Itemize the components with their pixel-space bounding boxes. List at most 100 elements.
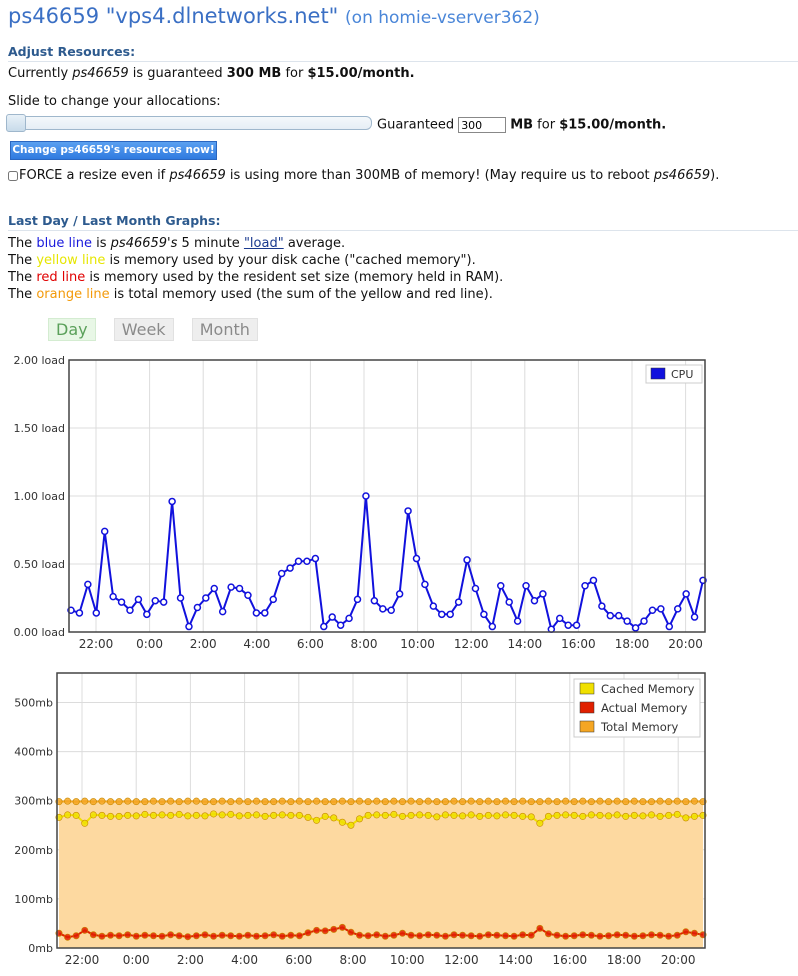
total-memory-point: [450, 797, 458, 805]
total-memory-point: [175, 798, 183, 806]
actual-memory-point: [167, 931, 175, 939]
cpu-point: [589, 576, 598, 585]
force-resize-checkbox[interactable]: [8, 170, 18, 181]
orange-line-label: orange line: [36, 287, 110, 302]
x-tick-label: 18:00: [615, 637, 650, 651]
x-tick-label: 22:00: [65, 953, 100, 967]
cpu-point: [336, 621, 345, 629]
cached-memory-point: [158, 811, 166, 819]
cpu-point: [159, 598, 168, 606]
cached-memory-point: [201, 812, 209, 820]
actual-memory-point: [424, 931, 432, 939]
cpu-point: [513, 617, 522, 625]
red-line-label: red line: [36, 270, 86, 285]
cpu-point: [100, 527, 109, 536]
cpu-point: [463, 556, 471, 564]
cpu-point: [404, 507, 412, 515]
cached-memory-point: [381, 811, 389, 819]
cpu-point: [252, 609, 261, 617]
cpu-point: [286, 564, 294, 572]
cpu-point: [109, 592, 117, 601]
cached-memory-point: [124, 811, 132, 819]
total-memory-point: [347, 798, 355, 806]
cached-memory-point: [373, 811, 381, 819]
cpu-point: [328, 613, 336, 621]
cached-memory-point: [639, 812, 647, 820]
actual-memory-point: [81, 926, 89, 934]
x-tick-label: 14:00: [498, 953, 533, 967]
cached-memory-point: [450, 811, 458, 819]
cached-memory-point: [313, 816, 321, 824]
y-tick-label: 100mb: [14, 893, 53, 906]
actual-memory-point: [356, 931, 364, 939]
cached-memory-point: [115, 812, 123, 820]
actual-memory-point: [124, 931, 132, 939]
t: ps46659's: [110, 236, 178, 251]
cpu-point: [446, 610, 454, 619]
actual-memory-point: [433, 931, 441, 939]
actual-memory-point: [467, 932, 475, 940]
legend-text-blue: The blue line is ps46659's 5 minute "loa…: [8, 236, 345, 251]
total-memory-point: [72, 798, 80, 806]
tab-month[interactable]: Month: [191, 318, 258, 341]
y-tick-label: 300mb: [14, 795, 53, 808]
actual-memory-point: [390, 931, 398, 939]
total-memory-point: [605, 798, 613, 806]
cached-memory-point: [227, 810, 235, 818]
cpu-point: [690, 613, 699, 621]
change-resources-button[interactable]: Change ps46659's resources now!: [10, 141, 217, 160]
actual-memory-point: [673, 931, 681, 939]
total-memory-point: [441, 798, 449, 806]
total-memory-point: [647, 798, 655, 806]
x-tick-label: 8:00: [351, 637, 378, 651]
total-memory-point: [562, 797, 570, 805]
current-price: $15.00/month.: [307, 66, 415, 81]
cpu-point: [379, 605, 387, 613]
slide-label: Slide to change your allocations:: [8, 94, 221, 109]
actual-memory-point: [158, 932, 166, 940]
server-name: ps46659: [8, 4, 100, 28]
tab-day[interactable]: Day: [48, 318, 96, 341]
tab-week[interactable]: Week: [113, 318, 174, 341]
total-memory-point: [373, 797, 381, 805]
total-memory-point: [630, 797, 638, 805]
memory-slider-track[interactable]: [8, 116, 372, 130]
cached-memory-point: [416, 811, 424, 819]
actual-memory-point: [64, 933, 72, 941]
legend-swatch-cpu: [650, 367, 666, 380]
cpu-point: [362, 492, 370, 500]
cpu-point: [244, 591, 252, 600]
legend-label: Actual Memory: [601, 701, 688, 715]
cached-memory-point: [287, 811, 295, 819]
memory-slider-handle[interactable]: [6, 114, 26, 132]
actual-memory-point: [484, 931, 492, 939]
cached-memory-point: [338, 818, 346, 826]
actual-memory-point: [553, 931, 561, 939]
current-memory: 300 MB: [226, 66, 282, 81]
server-domain: "vps4.dlnetworks.net": [105, 4, 339, 28]
cached-memory-point: [141, 810, 149, 818]
cpu-point: [673, 605, 682, 613]
cached-memory-point: [210, 810, 218, 818]
cached-memory-point: [510, 811, 518, 819]
t: average.: [283, 236, 346, 251]
x-tick-label: 0:00: [136, 637, 163, 651]
x-tick-label: 6:00: [285, 953, 312, 967]
memory-mb-input[interactable]: [458, 117, 507, 133]
cached-memory-point: [605, 812, 613, 820]
cpu-point: [320, 622, 328, 631]
x-tick-label: 2:00: [190, 637, 217, 651]
total-memory-point: [278, 797, 286, 805]
cached-memory-point: [192, 811, 200, 819]
graph-range-tabs: Day Week Month: [48, 318, 272, 341]
cached-memory-point: [570, 811, 578, 819]
total-memory-point: [64, 797, 72, 805]
actual-memory-point: [605, 932, 613, 940]
legend-swatch: [579, 682, 595, 695]
total-memory-point: [398, 798, 406, 806]
actual-memory-point: [330, 925, 338, 933]
load-help-link[interactable]: "load": [243, 236, 284, 251]
total-memory-point: [141, 798, 149, 806]
x-tick-label: 6:00: [297, 637, 324, 651]
total-memory-point: [338, 797, 346, 805]
